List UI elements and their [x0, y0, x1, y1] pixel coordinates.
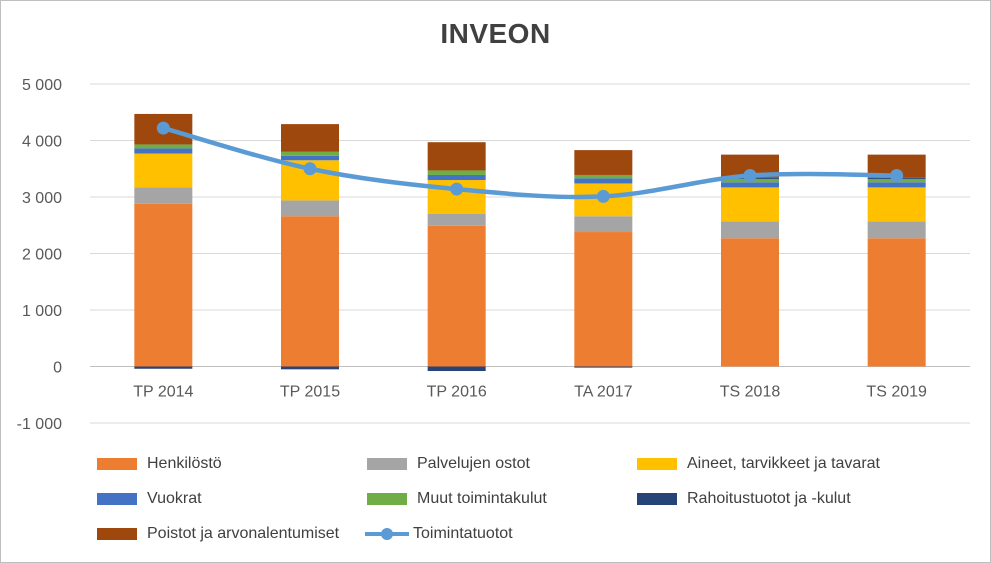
bar-segment: [281, 151, 339, 156]
bar-segment: [427, 170, 486, 175]
bar-segment: [427, 142, 486, 171]
x-tick-label: TP 2014: [133, 384, 193, 401]
bar-segment: [427, 225, 486, 367]
bar-segment: [574, 366, 633, 368]
bar-segment: [281, 366, 339, 370]
x-tick-label: TS 2018: [720, 384, 781, 401]
toimintatuotot-point: [743, 169, 757, 183]
bar-segment: [721, 221, 779, 239]
y-tick-label: 5 000: [22, 77, 62, 94]
toimintatuotot-point: [303, 162, 317, 176]
bar-segment: [134, 203, 193, 367]
bar-segment: [574, 150, 633, 175]
toimintatuotot-point: [156, 121, 170, 135]
bar-segment: [427, 366, 486, 372]
bar-segment: [281, 200, 339, 217]
toimintatuotot-point: [596, 189, 610, 203]
bar-segment: [134, 187, 193, 204]
x-tick-label: TP 2016: [427, 384, 487, 401]
chart-title: INVEON: [440, 18, 551, 49]
toimintatuotot-point: [450, 182, 464, 196]
y-tick-label: 0: [53, 360, 62, 377]
bar-segment: [427, 174, 486, 181]
x-tick-label: TA 2017: [574, 384, 633, 401]
bar-segment: [134, 144, 193, 149]
y-tick-label: 1 000: [22, 303, 62, 320]
x-tick-label: TS 2019: [866, 384, 927, 401]
y-tick-label: 4 000: [22, 134, 62, 151]
x-tick-label: TP 2015: [280, 384, 340, 401]
bar-segment: [721, 154, 779, 178]
bar-segment: [574, 178, 633, 184]
bar-segment: [281, 155, 339, 161]
bar-segment: [867, 154, 926, 178]
bar-segment: [721, 182, 779, 188]
bar-segment: [427, 213, 486, 226]
bar-segment: [134, 153, 193, 188]
y-tick-label: 3 000: [22, 190, 62, 207]
bar-segment: [867, 187, 926, 222]
bar-segment: [574, 216, 633, 233]
bar-segment: [134, 366, 193, 369]
bar-segment: [574, 232, 633, 367]
bar-segment: [721, 187, 779, 222]
bar-segment: [281, 124, 339, 152]
bar-segment: [867, 182, 926, 188]
bar-segment: [721, 238, 779, 367]
y-tick-label: -1 000: [17, 416, 62, 433]
bar-segment: [134, 148, 193, 154]
bar-segment: [867, 221, 926, 239]
bar-segment: [574, 174, 633, 179]
toimintatuotot-point: [890, 169, 904, 183]
bar-segment: [867, 238, 926, 367]
toimintatuotot-line: [161, 125, 899, 200]
y-tick-label: 2 000: [22, 247, 62, 264]
bar-segment: [281, 216, 339, 367]
